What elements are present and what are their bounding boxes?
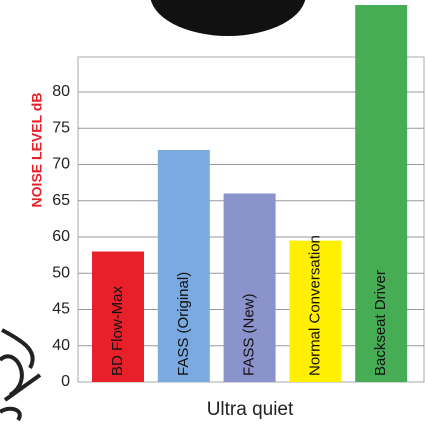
y-tick-label: 80 (52, 83, 70, 100)
bar-label: FASS (New) (241, 293, 258, 376)
bar (92, 251, 144, 382)
y-tick-label: 70 (52, 156, 70, 173)
bar (223, 193, 276, 382)
y-tick-label: 45 (52, 301, 70, 318)
decoration-scribble (0, 328, 42, 422)
y-axis-label: NOISE LEVEL dB (29, 93, 45, 208)
bar-label: Normal Conversation (306, 235, 323, 376)
x-axis-label: Ultra quiet (207, 399, 294, 420)
bar (355, 5, 408, 382)
bar-label: Backseat Driver (372, 270, 389, 376)
decoration-blob (150, 0, 306, 36)
y-tick-label: 60 (52, 228, 70, 245)
y-tick-label: 50 (52, 264, 70, 281)
bar (157, 150, 210, 382)
y-tick-label: 0 (61, 373, 70, 390)
bar (289, 240, 342, 382)
y-tick-label: 65 (52, 192, 70, 209)
y-tick-label: 75 (52, 119, 70, 136)
bar-label: FASS (Original) (175, 272, 192, 376)
y-tick-label: 40 (52, 337, 70, 354)
bar-label: BD Flow-Max (109, 285, 126, 376)
